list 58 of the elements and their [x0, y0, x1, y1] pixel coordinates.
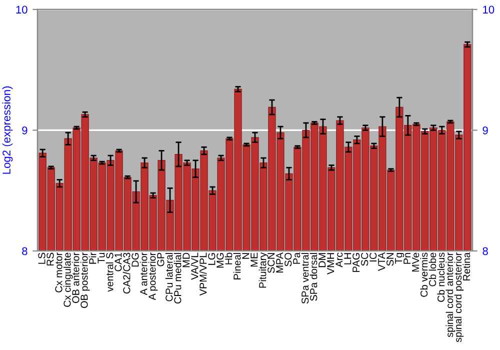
- x-tick-label: Pineal: [233, 253, 241, 280]
- x-tick-label: LH: [344, 253, 352, 264]
- x-tick-label: CA2/CA3: [122, 252, 130, 294]
- x-tick-label: LS: [38, 252, 46, 264]
- x-tick-label: OB anterior: [72, 252, 80, 303]
- x-tick-label: MG: [216, 253, 224, 268]
- x-tick-label: Pn: [404, 252, 411, 264]
- y-tick-label: 9: [22, 126, 28, 134]
- x-tick-label: spinal cord posterior: [454, 252, 464, 342]
- x-tick-label: CPu lateral: [165, 253, 173, 302]
- x-tick-label: Cx cingulate: [63, 252, 73, 307]
- x-tick-label: VA/VL: [190, 252, 198, 280]
- x-tick-label: A posterior: [148, 252, 158, 300]
- x-tick-label: SO: [284, 252, 292, 266]
- x-tick-label: Pir: [88, 252, 96, 264]
- y-tick-label: 8: [22, 247, 28, 256]
- x-tick-label: Tu: [98, 253, 105, 264]
- x-tick-label: Cb vermis: [420, 252, 428, 297]
- y2-tick-label: 9: [482, 126, 488, 134]
- x-tick-label: SN: [386, 253, 394, 266]
- x-tick-label: SC: [361, 252, 368, 266]
- y2-tick-label: 10: [483, 6, 494, 14]
- x-tick-label: SPa ventral: [301, 253, 309, 304]
- x-tick-label: Cb lobe: [428, 252, 436, 286]
- x-tick-label: VTA: [378, 252, 386, 272]
- x-tick-label: VMH: [327, 253, 334, 275]
- x-tick-label: LG: [208, 253, 216, 265]
- x-tick-label: RS: [46, 252, 54, 266]
- x-tick-label: MVe: [412, 252, 420, 272]
- x-tick-label: Cx motor: [55, 252, 62, 292]
- x-tick-label: SPa dorsal: [310, 253, 318, 301]
- x-tick-label: CA1: [114, 252, 122, 272]
- x-tick-label: Retina: [462, 252, 470, 280]
- x-tick-label: Pituitary: [258, 252, 268, 288]
- x-tick-label: Arc: [336, 252, 343, 268]
- x-tick-label: IC: [370, 252, 377, 262]
- y-tick-label: 10: [16, 6, 28, 14]
- x-tick-label: ME: [250, 252, 258, 267]
- x-tick-label: MD: [182, 252, 190, 268]
- x-tick-label: A anterior: [140, 252, 148, 296]
- x-tick-label: VPM/VPL: [199, 252, 207, 296]
- x-tick-label: MPA: [276, 252, 284, 272]
- x-tick-label: DM: [318, 253, 326, 268]
- x-tick-label: spinal cord anterior: [446, 252, 456, 338]
- y-axis-title: Log2 (expression): [2, 86, 13, 174]
- x-tick-label: GP: [157, 252, 164, 266]
- x-tick-label: Hb: [224, 252, 232, 264]
- x-tick-label: ventral S: [106, 252, 114, 292]
- x-tick-label: SCN: [268, 253, 275, 273]
- x-tick-label: Tg: [395, 252, 404, 264]
- y2-tick-label: 8: [482, 247, 488, 256]
- x-tick-label: N: [242, 253, 250, 259]
- x-tick-label: Pa: [293, 252, 300, 264]
- x-tick-label: PAG: [352, 253, 360, 272]
- x-tick-label: CPu medial: [174, 253, 182, 304]
- x-tick-label: OB posterior: [80, 252, 90, 308]
- x-tick-label: DG: [132, 253, 139, 267]
- x-tick-label: Cb nucleus: [437, 252, 445, 302]
